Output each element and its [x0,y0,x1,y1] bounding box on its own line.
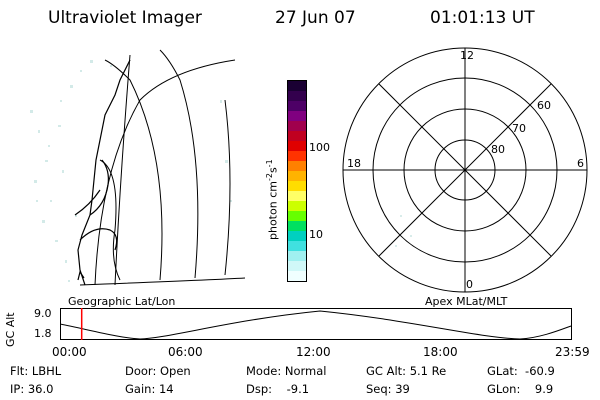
colorbar [287,80,307,282]
mlt-label-12: 12 [460,49,474,62]
geographic-map [30,49,246,286]
mlt-label-6: 6 [577,157,584,170]
colorbar-swatch [288,151,306,161]
colorbar-swatch [288,211,306,221]
info-seq: Seq: 39 [366,382,410,396]
colorbar-tick-10: 10 [309,228,323,241]
altitude-ytick-9: 9.0 [34,307,52,320]
colorbar-swatch [288,121,306,131]
altitude-ylabel: GC Alt [4,312,17,347]
info-glon: GLon: 9.9 [487,382,554,396]
colorbar-swatch [288,81,306,91]
info-dsp: Dsp: -9.1 [246,382,310,396]
date-label: 27 Jun 07 [275,8,356,28]
geographic-caption: Geographic Lat/Lon [68,295,176,308]
info-mode: Mode: Normal [246,364,327,378]
colorbar-swatch [288,271,306,281]
altitude-ytick-1.8: 1.8 [34,327,52,340]
colorbar-swatch [288,261,306,271]
info-gain: Gain: 14 [125,382,174,396]
colorbar-swatch [288,181,306,191]
info-flt: Flt: LBHL [10,364,62,378]
mlt-label-18: 18 [347,157,361,170]
colorbar-swatch [288,111,306,121]
uv-noise-speckles [30,60,232,282]
colorbar-swatch [288,131,306,141]
colorbar-swatch [288,91,306,101]
colorbar-swatch [288,141,306,151]
colorbar-swatch [288,241,306,251]
colorbar-swatch [288,231,306,241]
info-gcalt: GC Alt: 5.1 Re [366,364,447,378]
coastline [74,59,131,286]
time-tick-1200: 12:00 [296,345,331,359]
altitude-plot [60,308,572,340]
colorbar-swatch [288,171,306,181]
colorbar-swatch [288,161,306,171]
mlt-label-0: 0 [466,278,473,291]
colorbar-swatch [288,251,306,261]
mlat-label-80: 80 [491,143,505,156]
colorbar-swatch [288,101,306,111]
instrument-title: Ultraviolet Imager [48,8,202,28]
colorbar-tick-100: 100 [309,141,330,154]
altitude-curve [60,310,572,340]
info-door: Door: Open [125,364,191,378]
mlat-label-70: 70 [512,122,526,135]
mlat-label-60: 60 [537,99,551,112]
time-tick-1800: 18:00 [423,345,458,359]
colorbar-swatch [288,201,306,211]
polar-plot [342,47,588,293]
info-ip: IP: 36.0 [10,382,54,396]
colorbar-unit-label: photon cm-2s-1 [265,159,280,240]
time-label: 01:01:13 UT [430,8,535,28]
altitude-frame [60,308,572,340]
info-glat: GLat: -60.9 [487,364,555,378]
lat-lon-grid [79,49,246,286]
time-tick-0600: 06:00 [168,345,203,359]
colorbar-swatch [288,191,306,201]
colorbar-swatch [288,221,306,231]
time-tick-0000: 00:00 [52,345,87,359]
apex-caption: Apex MLat/MLT [425,295,508,308]
mlt-line-diag2 [378,83,552,257]
time-tick-2359: 23:59 [555,345,590,359]
